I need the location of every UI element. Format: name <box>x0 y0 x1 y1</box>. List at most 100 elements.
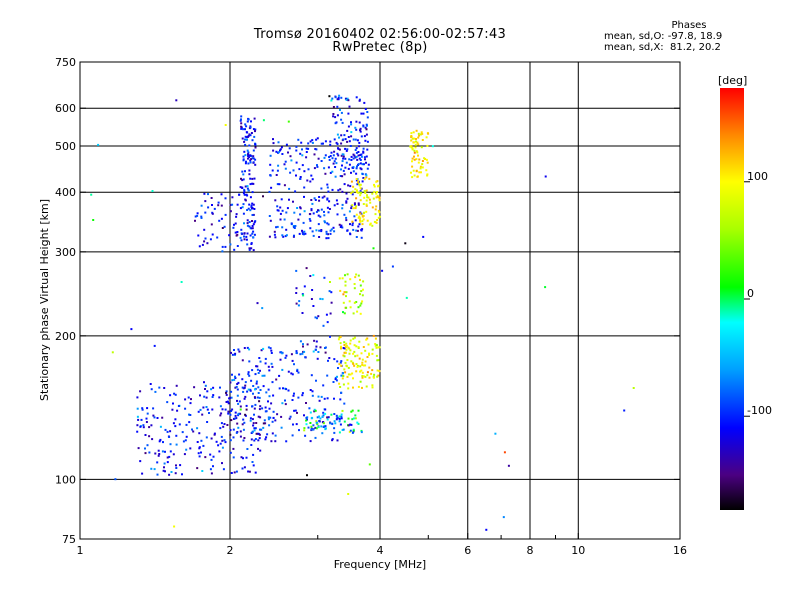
echo-point <box>358 183 361 186</box>
echo-point <box>358 157 361 160</box>
echo-point <box>217 204 220 207</box>
echo-point <box>375 192 378 195</box>
echo-point <box>362 218 365 221</box>
echo-point <box>243 421 246 424</box>
echo-point <box>234 375 236 378</box>
echo-point <box>322 324 325 327</box>
echo-point <box>211 212 214 215</box>
echo-point <box>360 302 363 305</box>
echo-point <box>332 115 335 118</box>
echo-point <box>240 127 243 130</box>
echo-point <box>146 407 149 410</box>
phase-colorbar: [deg] <box>718 74 747 510</box>
echo-point <box>298 429 300 432</box>
echo-point <box>343 213 346 216</box>
echo-point <box>250 120 252 123</box>
echo-point <box>310 428 313 431</box>
echo-point <box>200 204 203 207</box>
echo-point <box>298 300 301 303</box>
echo-point <box>363 196 366 199</box>
echo-point <box>340 154 343 157</box>
echo-point <box>378 199 381 202</box>
echo-point <box>344 284 347 287</box>
echo-point <box>218 396 221 399</box>
echo-point <box>364 126 367 129</box>
echo-point <box>338 431 341 434</box>
echo-point <box>342 347 345 349</box>
echo-point <box>377 374 380 377</box>
echo-point <box>340 374 343 377</box>
echo-point <box>293 211 296 214</box>
echo-point <box>378 346 381 349</box>
echo-point <box>351 222 354 225</box>
echo-point <box>236 399 238 402</box>
echo-point <box>288 417 291 420</box>
echo-point <box>354 126 357 129</box>
echo-point <box>350 207 353 210</box>
echo-point <box>296 370 299 372</box>
echo-point <box>356 165 358 168</box>
echo-point <box>245 125 248 128</box>
echo-point <box>173 525 176 528</box>
echo-point <box>277 141 280 144</box>
colorbar-unit-label: [deg] <box>718 74 747 87</box>
echo-point <box>220 204 223 207</box>
echo-point <box>356 158 359 161</box>
echo-point <box>176 409 179 412</box>
echo-point <box>378 215 381 218</box>
echo-point <box>234 417 237 420</box>
echo-point <box>224 441 227 444</box>
echo-point <box>356 421 359 424</box>
echo-point <box>302 294 305 297</box>
echo-point <box>318 199 321 202</box>
echo-point <box>296 411 298 414</box>
echo-point <box>238 193 241 196</box>
phase-stats: Phases mean, sd,O: -97.8, 18.9 mean, sd,… <box>604 20 754 53</box>
echo-point <box>162 469 165 472</box>
echo-point <box>353 287 356 290</box>
echo-point <box>280 426 283 429</box>
echo-point <box>240 232 243 235</box>
echo-point <box>235 213 238 216</box>
echo-point <box>204 456 207 459</box>
echo-point <box>318 415 321 418</box>
echo-point <box>266 433 269 436</box>
echo-point <box>341 207 344 210</box>
echo-point <box>217 444 220 447</box>
echo-point <box>411 160 413 163</box>
echo-point <box>303 427 306 430</box>
echo-point <box>235 215 238 218</box>
echo-point <box>337 189 340 192</box>
echo-point <box>344 147 347 150</box>
echo-point <box>362 147 365 150</box>
echo-point <box>338 94 341 97</box>
echo-point <box>352 185 355 188</box>
echo-point <box>355 128 358 131</box>
echo-point <box>310 199 313 201</box>
echo-point <box>340 134 343 137</box>
echo-point <box>359 159 362 161</box>
echo-point <box>333 397 335 400</box>
echo-point <box>345 295 347 298</box>
echo-point <box>245 408 248 411</box>
echo-point <box>253 117 256 120</box>
echo-point <box>364 108 367 110</box>
echo-point <box>317 214 320 217</box>
echo-point <box>136 424 139 427</box>
echo-point <box>361 386 363 389</box>
echo-point <box>376 369 379 372</box>
echo-point <box>198 447 201 450</box>
echo-point <box>221 245 224 248</box>
echo-point <box>329 140 332 143</box>
echo-point <box>269 154 272 157</box>
echo-point <box>413 137 416 140</box>
echo-point <box>262 422 265 425</box>
echo-point <box>363 211 366 214</box>
echo-point <box>341 377 344 380</box>
echo-point <box>241 359 244 362</box>
echo-point <box>337 154 340 157</box>
echo-point <box>209 453 212 456</box>
echo-point <box>150 424 153 427</box>
echo-point <box>240 239 243 242</box>
echo-point <box>245 160 247 163</box>
